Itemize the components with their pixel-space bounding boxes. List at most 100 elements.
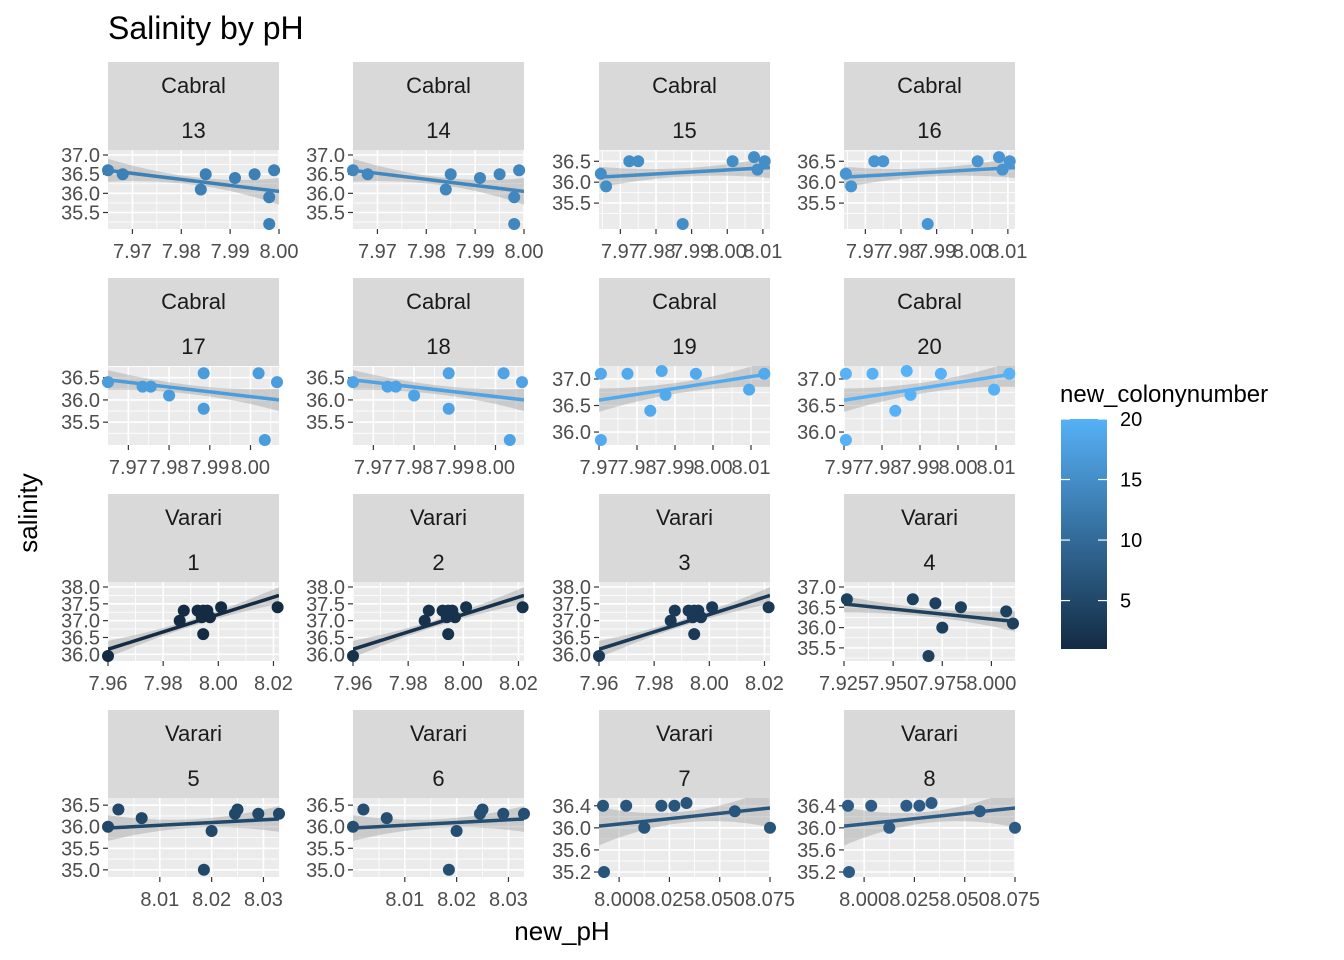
facet-strip (108, 710, 279, 798)
y-tick-label: 36.0 (61, 644, 100, 666)
x-tick-label: 7.97 (825, 457, 864, 479)
data-point (112, 803, 125, 816)
regression-line (844, 165, 1015, 179)
panel-layers (844, 798, 1015, 846)
y-tick-label: 36.5 (797, 151, 836, 173)
x-tick-label: 7.98 (407, 241, 446, 263)
panel-layers (599, 157, 770, 188)
y-tick-label: 36.5 (61, 164, 100, 186)
regression-line (353, 593, 524, 651)
y-tick-label: 36.0 (61, 817, 100, 839)
x-tick-label: 8.02 (745, 673, 784, 695)
data-point (664, 614, 677, 627)
data-point (659, 388, 672, 401)
data-point (906, 593, 919, 606)
legend-label: 10 (1120, 530, 1142, 552)
strip-label-colony: 8 (923, 766, 935, 791)
data-point (144, 380, 157, 393)
strip-label-site: Varari (901, 505, 958, 530)
regression-line (599, 806, 770, 828)
strip-label-site: Cabral (897, 289, 962, 314)
facet-panel: Cabral 14 7.97 7.98 7.99 8.00 35.536.036.537.0 (306, 62, 543, 263)
strip-label-colony: 4 (923, 550, 935, 575)
data-point (102, 376, 114, 389)
x-tick-label: 8.00 (476, 457, 515, 479)
legend-label: 15 (1120, 470, 1142, 492)
x-tick-label: 8.02 (254, 673, 293, 695)
facet-strip (844, 278, 1015, 366)
y-tick-label: 36.0 (552, 422, 591, 444)
minor-gridlines (108, 582, 279, 661)
strip-label-colony: 20 (917, 334, 941, 359)
regression-line (108, 168, 279, 194)
panel-layers (108, 587, 279, 658)
y-tick-label: 35.5 (797, 193, 836, 215)
data-point (676, 218, 689, 230)
data-point (668, 604, 681, 617)
data-point (474, 172, 486, 184)
data-point (954, 601, 967, 614)
data-point (197, 402, 210, 415)
data-point (516, 376, 528, 389)
x-tick-label: 7.97 (358, 241, 397, 263)
data-point (748, 151, 760, 164)
legend-title: new_colonynumber (1060, 381, 1268, 408)
x-tick-label: 7.99 (656, 457, 695, 479)
data-point (442, 863, 455, 876)
data-point (934, 367, 947, 380)
strip-label-site: Cabral (161, 289, 226, 314)
data-point (204, 611, 216, 624)
strip-label-colony: 2 (432, 550, 444, 575)
strip-label-site: Varari (165, 721, 222, 746)
y-tick-label: 36.5 (797, 597, 836, 619)
data-point (889, 404, 902, 417)
y-tick-label: 35.5 (61, 838, 100, 860)
x-tick-label: 8.01 (385, 889, 424, 911)
data-point (252, 807, 265, 820)
data-point (271, 376, 283, 389)
x-tick-label: 8.00 (953, 241, 992, 263)
y-tick-label: 37.0 (797, 577, 836, 599)
data-point (922, 650, 935, 662)
y-tick-label: 36.5 (306, 164, 345, 186)
y-tick-label: 36.5 (552, 151, 591, 173)
y-tick-label: 35.5 (61, 412, 100, 434)
data-point (594, 434, 607, 446)
facet-strip (844, 494, 1015, 582)
y-tick-label: 37.0 (306, 145, 345, 167)
confidence-band (599, 366, 770, 412)
facet-strip (844, 62, 1015, 150)
confidence-band (599, 798, 770, 846)
data-point (347, 650, 359, 662)
data-point (493, 168, 506, 181)
data-point (271, 601, 284, 614)
y-tick-label: 36.5 (552, 396, 591, 418)
facet-strip (844, 710, 1015, 798)
x-tick-label: 7.97 (113, 241, 152, 263)
x-tick-label: 7.97 (580, 457, 619, 479)
strip-label-colony: 13 (181, 118, 205, 143)
x-tick-label: 8.03 (489, 889, 528, 911)
x-tick-label: 7.99 (917, 241, 956, 263)
facet-panel: Cabral 13 7.97 7.98 7.99 8.00 35.536.036.537.0 (61, 62, 298, 263)
panel-layers (599, 366, 770, 412)
data-point (508, 191, 521, 204)
y-axis-title: salinity (13, 473, 43, 552)
data-point (177, 604, 190, 617)
panel-layers (353, 158, 524, 205)
x-tick-label: 8.025 (889, 889, 939, 911)
data-point (866, 367, 879, 380)
data-point (102, 820, 114, 833)
data-point (444, 168, 457, 181)
facet-strip (599, 710, 770, 798)
data-point (632, 155, 645, 168)
data-point (408, 389, 421, 402)
data-point (173, 614, 186, 627)
x-tick-label: 7.96 (334, 673, 373, 695)
y-tick-label: 35.0 (61, 860, 100, 882)
strip-label-colony: 7 (678, 766, 690, 791)
facet-strip (353, 62, 524, 150)
facet-strip (599, 62, 770, 150)
data-point (252, 367, 265, 380)
